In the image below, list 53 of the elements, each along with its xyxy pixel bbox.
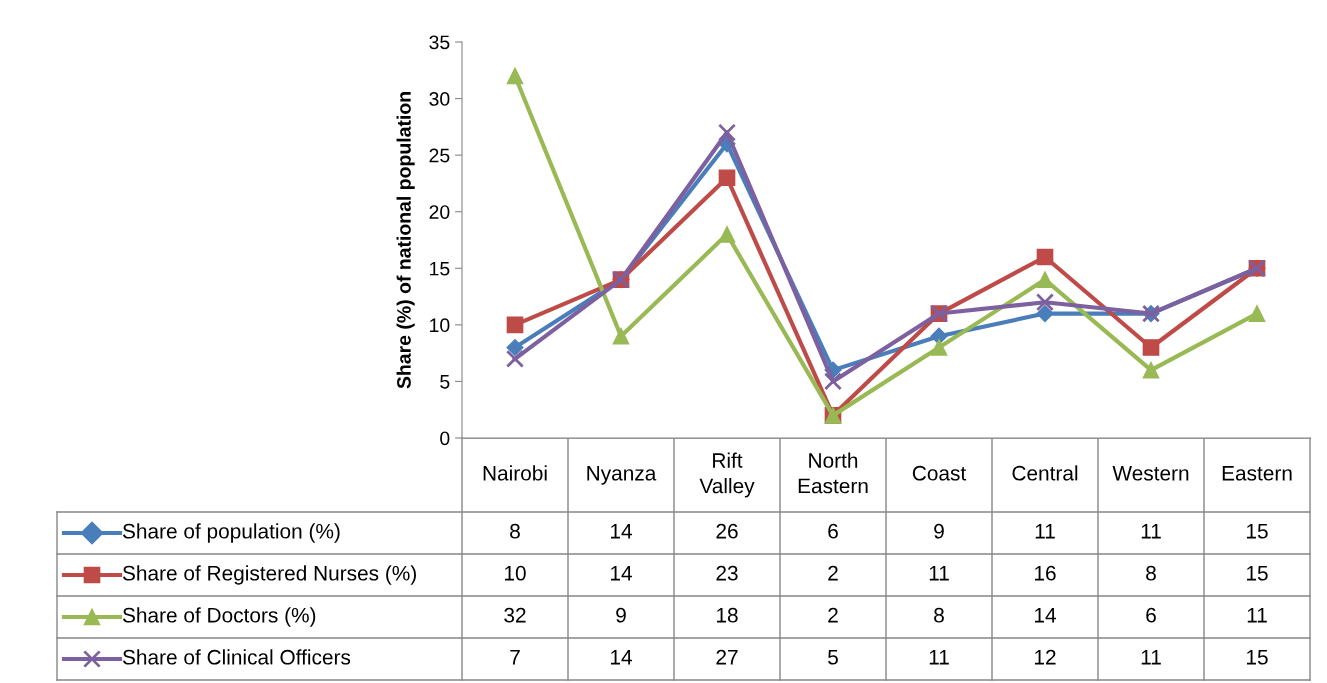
x-tick-label: Western: [1112, 466, 1189, 481]
data-label: 7: [510, 650, 520, 665]
data-label: 2: [828, 607, 838, 623]
x-tick-label: Nairobi: [483, 465, 547, 481]
data-label: 15: [1247, 650, 1268, 665]
x-tick-label: Eastern: [1222, 466, 1292, 481]
data-label: 8: [510, 523, 520, 539]
data-label: 27: [716, 649, 738, 665]
data-label: 18: [717, 607, 738, 623]
x-tick-label: Coast: [912, 465, 967, 481]
y-tick-label: 25: [429, 148, 450, 163]
data-label: 12: [1035, 649, 1056, 665]
data-label: 9: [934, 523, 944, 539]
y-axis-title: Share (%) of national population: [396, 92, 415, 389]
data-label: 5: [828, 650, 838, 665]
data-label: 15: [1247, 566, 1268, 581]
data-label: 15: [1247, 524, 1268, 539]
legend-label: Share of Registered Nurses (%): [122, 565, 416, 585]
x-tick-label: North Eastern: [798, 452, 868, 494]
data-label: 14: [611, 566, 632, 581]
data-label: 11: [1035, 524, 1055, 539]
data-label: 10: [505, 565, 526, 581]
data-label: 8: [1146, 565, 1156, 581]
x-tick-label: Nyanza: [587, 466, 657, 485]
data-label: 11: [929, 650, 949, 665]
x-tick-label: Central: [1012, 465, 1078, 481]
y-tick-label: 20: [429, 205, 450, 219]
data-label: 26: [716, 523, 738, 539]
data-label: 32: [504, 607, 526, 623]
data-label: 14: [611, 650, 632, 665]
data-label: 16: [1035, 565, 1056, 581]
legend-label: Share of Clinical Officers: [122, 649, 351, 665]
legend-label: Share of Doctors (%): [122, 607, 316, 627]
y-tick-label: 5: [440, 375, 450, 389]
data-label: 14: [611, 524, 632, 539]
data-label: 2: [828, 565, 838, 581]
data-label: 8: [934, 607, 944, 623]
y-tick-label: 30: [429, 92, 450, 106]
data-label: 9: [616, 607, 626, 623]
y-tick-label: 15: [430, 261, 450, 276]
x-tick-label: Rift Valley: [699, 452, 755, 498]
data-label: 11: [1141, 524, 1161, 539]
data-label: 11: [929, 566, 949, 581]
data-label: 6: [828, 523, 838, 539]
y-tick-label: 0: [440, 431, 450, 446]
legend-label: Share of population (%): [122, 523, 340, 543]
data-label: 23: [716, 565, 738, 581]
data-label: 14: [1035, 608, 1056, 623]
data-label: 11: [1141, 650, 1161, 665]
y-tick-label: 35: [429, 35, 450, 50]
y-tick-label: 10: [430, 318, 450, 333]
data-label: 11: [1247, 608, 1267, 623]
data-label: 6: [1146, 607, 1156, 623]
